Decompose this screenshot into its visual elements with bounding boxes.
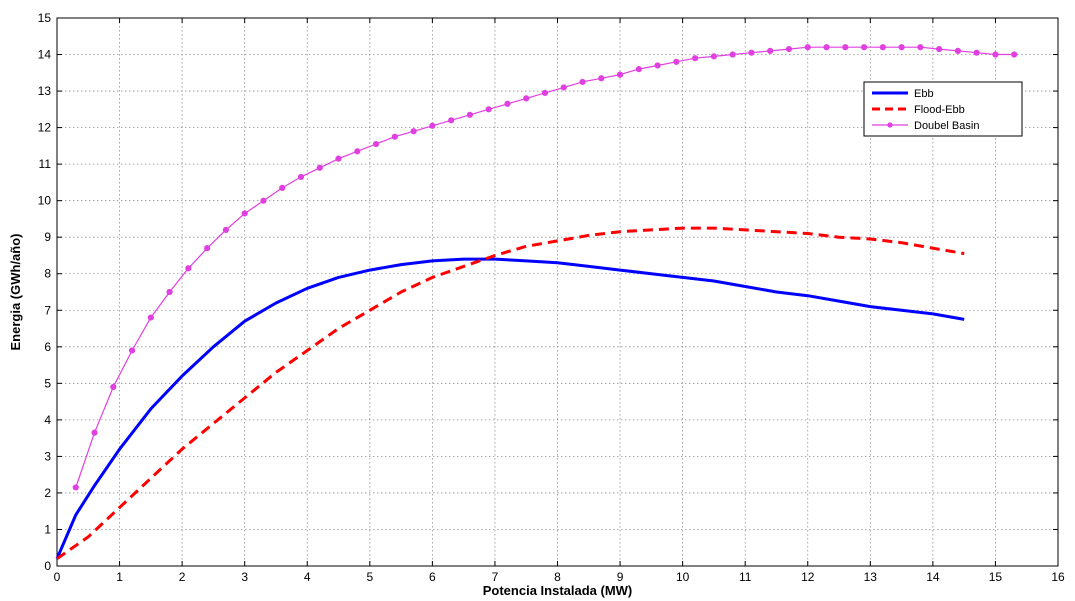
legend-marker-doubel-basin bbox=[887, 122, 893, 128]
data-point-doubel-basin bbox=[842, 44, 849, 51]
data-point-doubel-basin bbox=[241, 210, 248, 217]
series-lines bbox=[55, 44, 1018, 560]
y-tick-label: 3 bbox=[44, 449, 51, 463]
y-tick-label: 14 bbox=[38, 48, 52, 62]
data-point-doubel-basin bbox=[860, 44, 868, 51]
series-line-ebb bbox=[55, 257, 965, 560]
y-tick-label: 5 bbox=[44, 376, 51, 390]
data-point-doubel-basin bbox=[579, 78, 586, 86]
x-tick-label: 10 bbox=[676, 570, 690, 584]
x-tick-label: 13 bbox=[864, 570, 878, 584]
data-point-doubel-basin bbox=[710, 53, 718, 60]
x-tick-label: 15 bbox=[989, 570, 1003, 584]
data-point-doubel-basin bbox=[767, 47, 774, 54]
data-point-doubel-basin bbox=[654, 62, 661, 69]
data-point-doubel-basin bbox=[785, 45, 793, 53]
y-tick-label: 6 bbox=[44, 340, 51, 354]
legend-label-doubel-basin: Doubel Basin bbox=[914, 120, 979, 132]
y-tick-label: 0 bbox=[44, 559, 51, 573]
data-point-doubel-basin bbox=[635, 66, 642, 73]
x-tick-label: 3 bbox=[241, 570, 248, 584]
legend: Ebb Flood-Ebb Doubel Basin bbox=[863, 81, 1023, 137]
data-point-doubel-basin bbox=[166, 288, 173, 296]
y-tick-label: 2 bbox=[44, 486, 51, 500]
data-point-doubel-basin bbox=[429, 122, 436, 129]
x-tick-label: 9 bbox=[617, 570, 624, 584]
data-point-doubel-basin bbox=[1011, 51, 1018, 58]
x-tick-label: 11 bbox=[739, 570, 752, 584]
data-point-doubel-basin bbox=[485, 106, 492, 113]
y-tick-label: 4 bbox=[44, 413, 51, 427]
x-tick-label: 6 bbox=[429, 570, 436, 584]
data-point-doubel-basin bbox=[879, 44, 886, 51]
y-tick-label: 7 bbox=[44, 303, 51, 317]
data-point-doubel-basin bbox=[804, 44, 811, 51]
data-point-doubel-basin bbox=[917, 44, 924, 51]
data-point-doubel-basin bbox=[128, 347, 136, 354]
y-tick-label: 10 bbox=[38, 194, 52, 208]
data-point-doubel-basin bbox=[316, 164, 323, 171]
data-point-doubel-basin bbox=[260, 197, 267, 204]
x-tick-label: 8 bbox=[554, 570, 561, 584]
data-point-doubel-basin bbox=[110, 383, 117, 391]
data-point-doubel-basin bbox=[598, 75, 605, 82]
y-tick-label: 15 bbox=[38, 11, 52, 25]
data-point-doubel-basin bbox=[692, 55, 699, 62]
data-point-doubel-basin bbox=[147, 314, 154, 321]
x-tick-label: 7 bbox=[492, 570, 499, 584]
data-point-doubel-basin bbox=[297, 173, 305, 181]
data-point-doubel-basin bbox=[973, 49, 980, 56]
data-point-doubel-basin bbox=[372, 140, 380, 148]
grid bbox=[57, 18, 1058, 566]
y-tick-label: 12 bbox=[38, 121, 52, 135]
data-point-doubel-basin bbox=[992, 51, 999, 58]
data-point-doubel-basin bbox=[936, 45, 943, 53]
data-point-doubel-basin bbox=[204, 245, 211, 252]
data-point-doubel-basin bbox=[91, 429, 98, 436]
x-tick-label: 16 bbox=[1051, 570, 1065, 584]
x-tick-label: 2 bbox=[179, 570, 186, 584]
y-tick-label: 9 bbox=[44, 230, 51, 244]
data-point-doubel-basin bbox=[898, 44, 905, 51]
legend-label-ebb: Ebb bbox=[914, 88, 934, 100]
x-axis-label: Potencia Instalada (MW) bbox=[483, 583, 633, 598]
data-point-doubel-basin bbox=[729, 51, 736, 58]
data-point-doubel-basin bbox=[448, 117, 455, 124]
data-point-doubel-basin bbox=[673, 58, 680, 65]
data-point-doubel-basin bbox=[823, 44, 830, 51]
x-tick-label: 5 bbox=[366, 570, 373, 584]
data-point-doubel-basin bbox=[560, 84, 567, 91]
y-tick-label: 8 bbox=[44, 267, 51, 281]
x-tick-label: 14 bbox=[926, 570, 940, 584]
legend-label-flood-ebb: Flood-Ebb bbox=[914, 104, 965, 116]
data-point-doubel-basin bbox=[466, 111, 474, 118]
data-point-doubel-basin bbox=[748, 49, 755, 56]
data-point-doubel-basin bbox=[72, 484, 79, 491]
x-tick-label: 4 bbox=[304, 570, 311, 584]
axis-ticks: 0 1 2 3 4 5 6 7 8 9 10 11 12 13 14 15 160123456789101112… bbox=[38, 11, 1065, 584]
y-tick-label: 11 bbox=[39, 157, 52, 171]
data-point-doubel-basin bbox=[504, 100, 511, 107]
data-point-doubel-basin bbox=[616, 71, 624, 78]
data-point-doubel-basin bbox=[410, 128, 417, 135]
x-tick-label: 1 bbox=[116, 570, 123, 584]
data-point-doubel-basin bbox=[954, 47, 962, 54]
data-point-doubel-basin bbox=[391, 133, 398, 140]
data-point-doubel-basin bbox=[523, 95, 530, 102]
y-tick-label: 1 bbox=[44, 522, 51, 536]
data-point-doubel-basin bbox=[335, 155, 342, 162]
y-tick-label: 13 bbox=[38, 84, 52, 98]
data-point-doubel-basin bbox=[541, 89, 549, 96]
data-point-doubel-basin bbox=[222, 226, 230, 233]
x-tick-label: 12 bbox=[801, 570, 815, 584]
data-point-doubel-basin bbox=[279, 184, 286, 191]
x-tick-label: 0 bbox=[54, 570, 61, 584]
y-axis-label: Energia (GWh/año) bbox=[8, 234, 23, 351]
data-point-doubel-basin bbox=[185, 265, 192, 272]
data-point-doubel-basin bbox=[354, 148, 361, 155]
series-line-flood-ebb bbox=[56, 226, 965, 560]
